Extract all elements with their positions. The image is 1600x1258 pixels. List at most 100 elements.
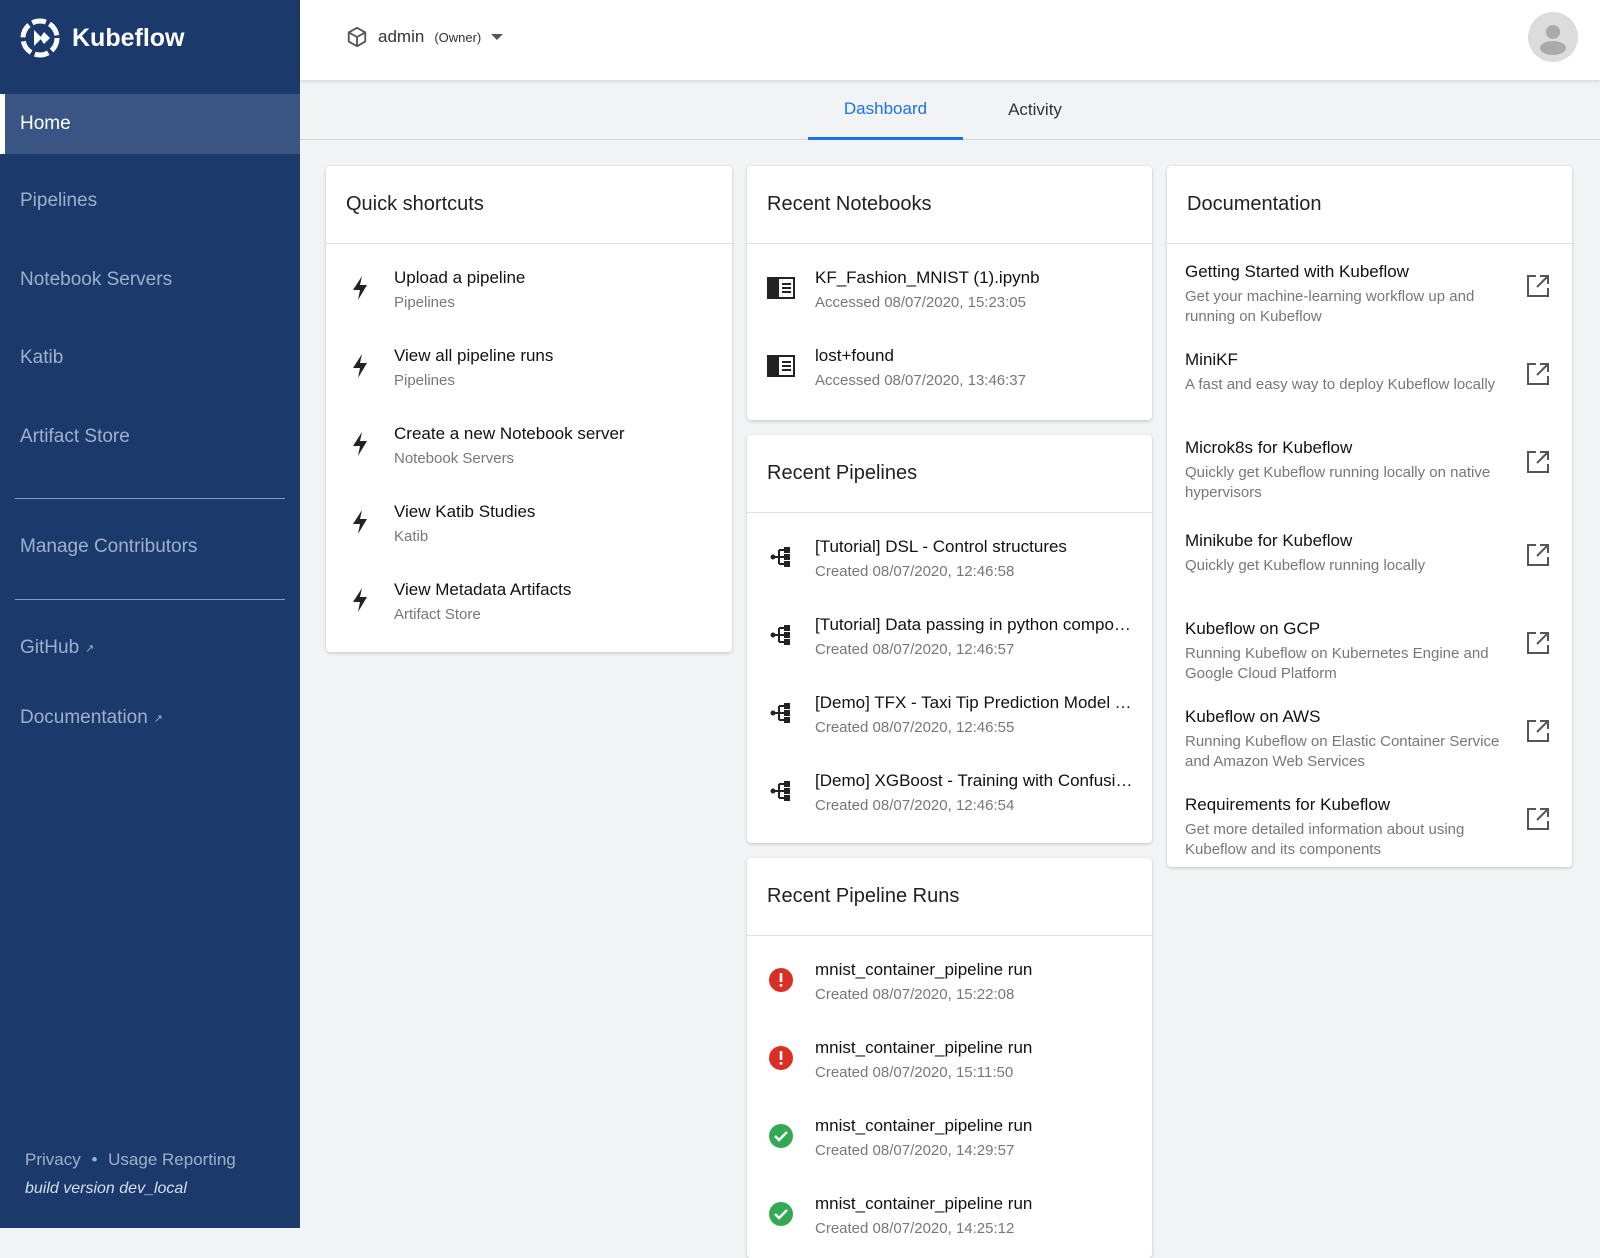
sidebar-item-katib[interactable]: Katib bbox=[20, 347, 64, 368]
sidebar-item-manage-contributors[interactable]: Manage Contributors bbox=[20, 536, 198, 557]
quick-shortcuts-card: Quick shortcuts Upload a pipeline Pipeli… bbox=[326, 166, 732, 652]
namespace-selector[interactable]: admin (Owner) bbox=[346, 26, 504, 48]
item-subtitle: Katib bbox=[394, 528, 429, 545]
bolt-icon bbox=[346, 430, 374, 458]
sidebar-item-pipelines[interactable]: Pipelines bbox=[20, 190, 98, 211]
error-icon bbox=[767, 966, 795, 994]
open-in-new-icon[interactable] bbox=[1526, 807, 1550, 836]
documentation-item[interactable]: Kubeflow on AWS Running Kubeflow on Elas… bbox=[1167, 691, 1572, 779]
sidebar-link-github[interactable]: GitHub ↗ bbox=[0, 618, 300, 678]
cube-icon bbox=[347, 26, 367, 48]
bolt-icon bbox=[346, 586, 374, 614]
item-subtitle: Created 08/07/2020, 14:25:12 bbox=[815, 1220, 1015, 1237]
open-in-new-icon[interactable] bbox=[1526, 719, 1550, 748]
tab-dashboard[interactable]: Dashboard bbox=[808, 80, 963, 140]
documentation-item[interactable]: Microk8s for Kubeflow Quickly get Kubefl… bbox=[1167, 422, 1572, 515]
item-subtitle: Created 08/07/2020, 12:46:54 bbox=[815, 797, 1015, 814]
item-title: View Katib Studies bbox=[394, 502, 536, 521]
documentation-item[interactable]: MiniKF A fast and easy way to deploy Kub… bbox=[1167, 334, 1572, 422]
doc-title: Requirements for Kubeflow bbox=[1185, 795, 1391, 814]
doc-description: Get more detailed information about usin… bbox=[1185, 821, 1465, 858]
runs-item[interactable]: mnist_container_pipeline run Created 08/… bbox=[747, 1174, 1152, 1252]
item-title: mnist_container_pipeline run bbox=[815, 1194, 1033, 1213]
card-title: Recent Pipelines bbox=[747, 435, 1152, 513]
sidebar-link-documentation[interactable]: Documentation ↗ bbox=[0, 688, 300, 748]
quick-item[interactable]: View Katib Studies Katib bbox=[326, 482, 732, 560]
notebook-icon bbox=[767, 352, 795, 380]
doc-title: Microk8s for Kubeflow bbox=[1185, 438, 1353, 457]
item-subtitle: Created 08/07/2020, 12:46:55 bbox=[815, 719, 1015, 736]
divider bbox=[15, 498, 285, 499]
doc-title: Minikube for Kubeflow bbox=[1185, 531, 1353, 550]
usage-reporting-link[interactable]: Usage Reporting bbox=[108, 1150, 236, 1169]
separator-dot: • bbox=[91, 1150, 98, 1169]
item-subtitle: Pipelines bbox=[394, 372, 455, 389]
notebooks-item[interactable]: lost+found Accessed 08/07/2020, 13:46:37 bbox=[747, 326, 1152, 404]
item-subtitle: Created 08/07/2020, 14:29:57 bbox=[815, 1142, 1015, 1159]
item-subtitle: Created 08/07/2020, 15:11:50 bbox=[815, 1064, 1014, 1081]
open-in-new-icon[interactable] bbox=[1526, 543, 1550, 572]
doc-description: Running Kubeflow on Kubernetes Engine an… bbox=[1185, 645, 1489, 682]
external-link-icon: ↗ bbox=[85, 642, 95, 655]
item-title: mnist_container_pipeline run bbox=[815, 1116, 1033, 1135]
github-label: GitHub bbox=[20, 637, 80, 658]
open-in-new-icon[interactable] bbox=[1526, 631, 1550, 660]
documentation-item[interactable]: Kubeflow on GCP Running Kubeflow on Kube… bbox=[1167, 603, 1572, 691]
item-title: [Tutorial] DSL - Control structures bbox=[815, 537, 1067, 556]
quick-item[interactable]: View all pipeline runs Pipelines bbox=[326, 326, 732, 404]
privacy-link[interactable]: Privacy bbox=[25, 1150, 81, 1169]
tab-activity[interactable]: Activity bbox=[1008, 100, 1062, 119]
doc-description: Running Kubeflow on Elastic Container Se… bbox=[1185, 733, 1500, 770]
doc-description: Get your machine-learning workflow up an… bbox=[1185, 288, 1475, 325]
sidebar-item-notebook-servers[interactable]: Notebook Servers bbox=[20, 269, 173, 290]
doc-description: Quickly get Kubeflow running locally bbox=[1185, 557, 1426, 574]
card-title: Quick shortcuts bbox=[326, 166, 732, 244]
sidebar-item-home[interactable]: Home bbox=[0, 94, 300, 154]
app-name: Kubeflow bbox=[72, 23, 185, 52]
quick-item[interactable]: View Metadata Artifacts Artifact Store bbox=[326, 560, 732, 638]
open-in-new-icon[interactable] bbox=[1526, 362, 1550, 391]
doc-title: Kubeflow on AWS bbox=[1185, 707, 1321, 726]
runs-item[interactable]: mnist_container_pipeline run Created 08/… bbox=[747, 940, 1152, 1018]
recent-pipelines-card: Recent Pipelines [Tutorial] DSL - Contro… bbox=[747, 435, 1152, 843]
documentation-item[interactable]: Requirements for Kubeflow Get more detai… bbox=[1167, 779, 1572, 867]
quick-item[interactable]: Create a new Notebook server Notebook Se… bbox=[326, 404, 732, 482]
card-title: Recent Pipeline Runs bbox=[747, 858, 1152, 936]
item-title: Upload a pipeline bbox=[394, 268, 526, 287]
notebooks-item[interactable]: KF_Fashion_MNIST (1).ipynb Accessed 08/0… bbox=[747, 248, 1152, 326]
open-in-new-icon[interactable] bbox=[1526, 274, 1550, 303]
quick-item[interactable]: Upload a pipeline Pipelines bbox=[326, 248, 732, 326]
user-icon bbox=[1540, 25, 1566, 55]
sidebar-item-artifact-store[interactable]: Artifact Store bbox=[20, 426, 130, 447]
kubeflow-logo[interactable]: Kubeflow bbox=[20, 18, 185, 58]
pipelines-item[interactable]: [Tutorial] Data passing in python compon… bbox=[747, 595, 1152, 673]
doc-description: A fast and easy way to deploy Kubeflow l… bbox=[1185, 376, 1496, 393]
namespace-name: admin bbox=[378, 27, 425, 46]
item-subtitle: Artifact Store bbox=[394, 606, 481, 623]
item-subtitle: Notebook Servers bbox=[394, 450, 515, 467]
namespace-role: (Owner) bbox=[434, 29, 482, 45]
pipelines-item[interactable]: [Demo] TFX - Taxi Tip Prediction Model T… bbox=[747, 673, 1152, 751]
open-in-new-icon[interactable] bbox=[1526, 450, 1550, 479]
avatar[interactable] bbox=[1528, 12, 1578, 62]
item-title: [Demo] TFX - Taxi Tip Prediction Model T… bbox=[815, 693, 1152, 712]
card-title: Documentation bbox=[1167, 166, 1572, 244]
runs-item[interactable]: mnist_container_pipeline run Created 08/… bbox=[747, 1018, 1152, 1096]
pipelines-item[interactable]: [Tutorial] DSL - Control structures Crea… bbox=[747, 517, 1152, 595]
runs-item[interactable]: mnist_container_pipeline run Created 08/… bbox=[747, 1096, 1152, 1174]
item-title: mnist_container_pipeline run bbox=[815, 1038, 1033, 1057]
error-icon bbox=[767, 1044, 795, 1072]
item-subtitle: Pipelines bbox=[394, 294, 455, 311]
item-title: [Tutorial] Data passing in python compon… bbox=[815, 615, 1152, 634]
doc-description: Quickly get Kubeflow running locally on … bbox=[1185, 464, 1491, 501]
item-subtitle: Created 08/07/2020, 12:46:58 bbox=[815, 563, 1015, 580]
item-title: lost+found bbox=[815, 346, 894, 365]
recent-notebooks-card: Recent Notebooks KF_Fashion_MNIST (1).ip… bbox=[747, 166, 1152, 420]
documentation-item[interactable]: Minikube for Kubeflow Quickly get Kubefl… bbox=[1167, 515, 1572, 603]
doc-title: MiniKF bbox=[1185, 350, 1238, 369]
documentation-item[interactable]: Getting Started with Kubeflow Get your m… bbox=[1167, 246, 1572, 334]
success-check-icon bbox=[767, 1200, 795, 1228]
item-title: View Metadata Artifacts bbox=[394, 580, 572, 599]
pipeline-icon bbox=[767, 777, 795, 805]
pipelines-item[interactable]: [Demo] XGBoost - Training with Confusion… bbox=[747, 751, 1152, 829]
